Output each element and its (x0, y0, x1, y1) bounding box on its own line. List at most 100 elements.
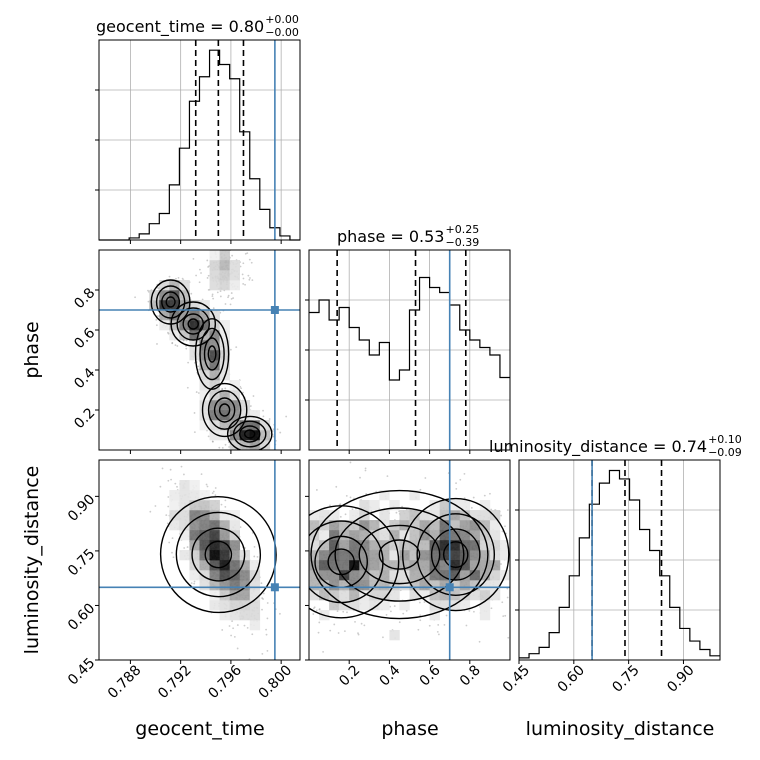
contour-line (155, 285, 186, 319)
panel-border (98, 459, 301, 661)
sample-point (248, 258, 251, 261)
sample-point (207, 274, 210, 277)
density-cell (189, 340, 200, 351)
sample-point (232, 297, 235, 299)
density-cell (179, 330, 190, 341)
sample-point (256, 555, 259, 558)
sample-point (187, 361, 190, 364)
density-cell (199, 310, 210, 321)
sample-point (261, 597, 264, 599)
sample-point (171, 551, 173, 554)
density-cell (239, 590, 251, 601)
sample-point (169, 468, 172, 471)
density-cell (229, 520, 240, 531)
sample-point (253, 451, 255, 453)
sample-point (183, 547, 186, 549)
density-cell (219, 560, 230, 571)
sample-point (193, 431, 196, 434)
sample-point (207, 288, 210, 291)
sample-point (244, 283, 246, 286)
density-cell (209, 360, 220, 371)
density-cell (209, 520, 220, 531)
sample-point (246, 252, 249, 255)
sample-point (201, 244, 203, 246)
sample-point (186, 546, 189, 548)
sample-point (260, 582, 263, 585)
density-cell (219, 360, 230, 371)
histogram-step-geocent_time (99, 49, 300, 241)
density-body (134, 241, 288, 454)
density-cell (209, 540, 220, 551)
density-cell (179, 490, 190, 501)
density-cell (169, 510, 180, 521)
density-cell (189, 490, 200, 501)
sample-point (357, 632, 359, 635)
2d-panel-luminosity_distance-vs-geocent_time (95, 459, 301, 664)
contour-line (194, 318, 230, 390)
sample-point (199, 268, 201, 271)
sample-point (317, 631, 320, 634)
density-cell (169, 490, 180, 501)
plot-panels (95, 39, 721, 664)
sample-point (214, 494, 217, 497)
sample-point (252, 395, 255, 397)
density-cell (159, 310, 170, 321)
density-cell (209, 270, 220, 281)
sample-point (259, 450, 261, 452)
sample-point (249, 277, 251, 279)
sample-point (223, 241, 225, 243)
sample-point (177, 276, 180, 279)
sample-point (253, 452, 255, 454)
sample-point (221, 629, 224, 631)
density-cell (219, 580, 230, 591)
density-cell (229, 280, 240, 291)
sample-point (306, 543, 308, 545)
sample-point (221, 446, 224, 449)
sample-point (229, 348, 232, 351)
density-cell (199, 500, 210, 511)
density-body (306, 461, 510, 653)
sample-point (149, 510, 152, 513)
sample-point (253, 555, 256, 558)
density-cell (159, 280, 170, 291)
sample-point (193, 580, 196, 583)
contour-line (244, 429, 256, 439)
density-cell (249, 420, 261, 431)
density-cell (219, 540, 230, 551)
density-cell (169, 320, 180, 331)
histogram-step-luminosity_distance (519, 469, 720, 659)
sample-point (363, 624, 366, 627)
sample-point (345, 494, 348, 497)
density-cell (189, 510, 200, 521)
density-cell (209, 310, 220, 321)
sample-point (193, 582, 196, 585)
sample-point (185, 347, 188, 350)
hist-panel-phase (305, 249, 511, 454)
density-cell (189, 540, 200, 551)
sample-point (212, 244, 214, 246)
density-cell (229, 610, 240, 621)
sample-point (224, 248, 226, 250)
sample-point (197, 365, 200, 368)
sample-point (227, 294, 230, 297)
sample-point (265, 633, 268, 636)
sample-point (231, 254, 234, 257)
density-cell (229, 580, 240, 591)
contour-line (176, 307, 210, 341)
sample-point (224, 443, 227, 446)
density-cell (189, 300, 200, 311)
sample-point (337, 632, 340, 634)
density-cell (219, 320, 230, 331)
density-cell (209, 340, 220, 351)
density-cell (229, 410, 240, 421)
sample-point (265, 628, 267, 631)
density-cell (219, 520, 230, 531)
sample-point (159, 485, 162, 488)
sample-point (266, 649, 269, 652)
sample-point (206, 277, 209, 279)
sample-point (224, 505, 227, 508)
density-cell (229, 540, 240, 551)
density-cell (259, 430, 271, 441)
density-cell (229, 590, 240, 601)
sample-point (211, 492, 214, 495)
